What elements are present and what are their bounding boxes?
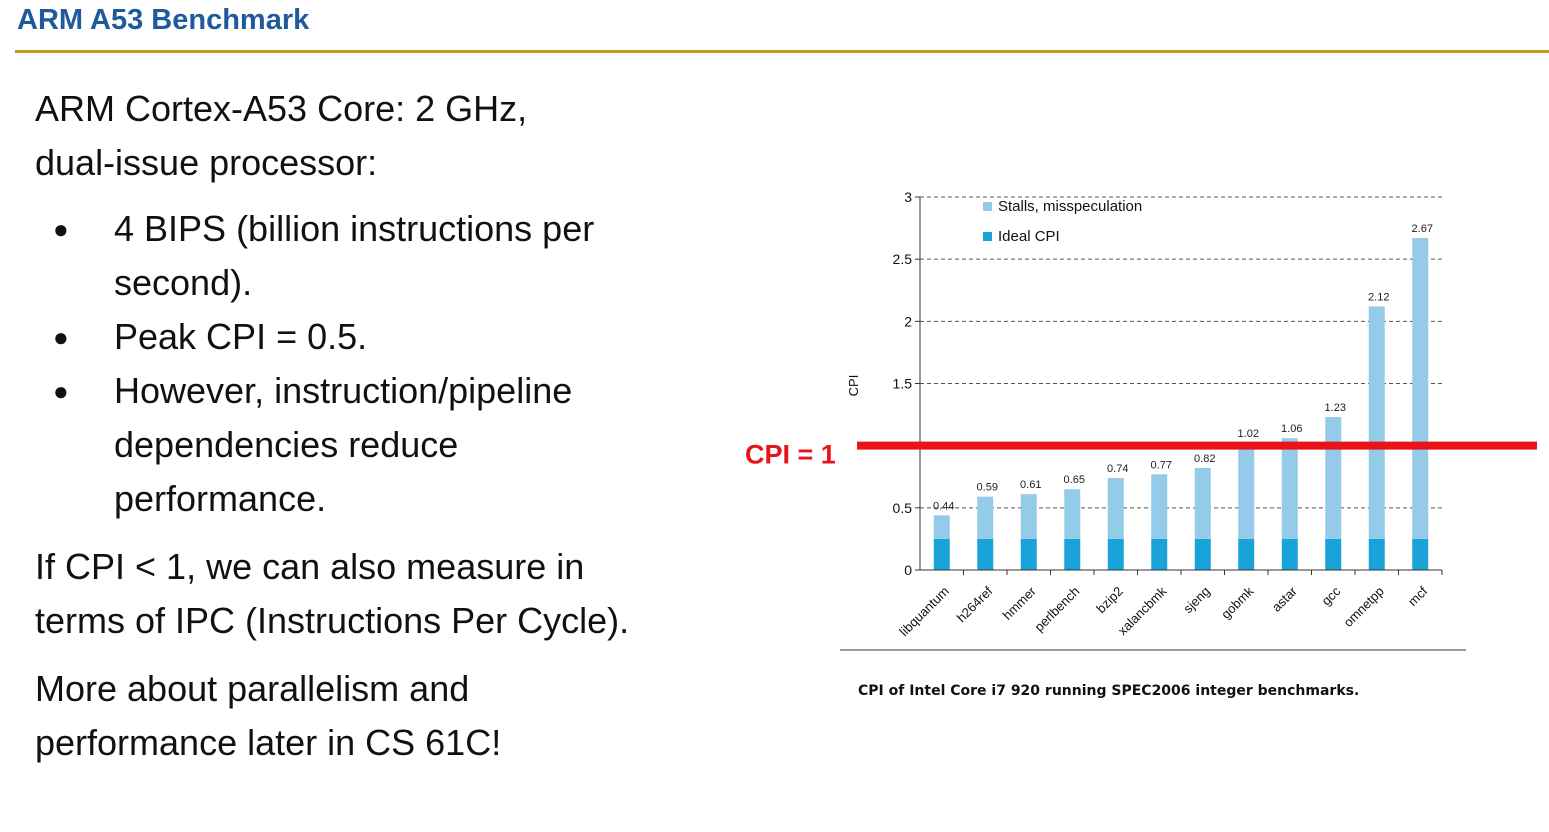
- axis-layer: [840, 196, 1466, 651]
- ipc-line: terms of IPC (Instructions Per Cycle).: [35, 600, 630, 641]
- bar-ideal-cpi: [1194, 538, 1211, 570]
- cpi-bar-chart: 0 0.5 1.5 2 2.5 3 CPI 0.44 libquantum 0.59 h264ref…: [745, 189, 1537, 699]
- bar-stalls: [1194, 468, 1211, 539]
- category-label: gobmk: [1218, 583, 1257, 622]
- category-label: mcf: [1405, 583, 1431, 609]
- chart-caption: CPI of Intel Core i7 920 running SPEC200…: [858, 683, 1359, 699]
- bullet-item: ● 4 BIPS (billion instructions per secon…: [35, 202, 735, 310]
- outlook-line: performance later in CS 61C!: [35, 722, 502, 763]
- bar-ideal-cpi: [1412, 538, 1429, 570]
- value-label: 0.82: [1194, 453, 1215, 465]
- y-tick-label: 0: [904, 562, 912, 578]
- legend-layer: Stalls, misspeculation Ideal CPI: [983, 198, 1142, 245]
- category-label: hmmer: [1000, 583, 1040, 623]
- bar-ideal-cpi: [1107, 538, 1124, 570]
- slide-title: ARM A53 Benchmark: [17, 4, 310, 36]
- legend-swatch: [983, 232, 992, 241]
- category-label: h264ref: [954, 583, 996, 625]
- bar-stalls: [933, 515, 950, 539]
- bullet-line: second).: [114, 262, 253, 303]
- value-label: 0.74: [1107, 463, 1128, 475]
- category-label: astar: [1269, 583, 1301, 615]
- bar-stalls: [1238, 443, 1255, 539]
- y-tick-label: 3: [904, 189, 912, 205]
- bar-stalls: [977, 496, 994, 539]
- legend-label: Ideal CPI: [998, 228, 1060, 245]
- cpi-chart: 0 0.5 1.5 2 2.5 3 CPI 0.44 libquantum 0.59 h264ref…: [740, 180, 1540, 720]
- value-label: 0.65: [1064, 474, 1085, 486]
- category-label: gcc: [1318, 583, 1343, 608]
- y-tick-label: 0.5: [893, 500, 913, 516]
- bullet-list: ● 4 BIPS (billion instructions per secon…: [35, 202, 735, 526]
- bar-stalls: [1412, 238, 1429, 539]
- ipc-line: If CPI < 1, we can also measure in: [35, 546, 585, 587]
- legend-swatch: [983, 202, 992, 211]
- bar-ideal-cpi: [933, 538, 950, 570]
- bullet-icon: ●: [53, 214, 69, 244]
- bullet-line: dependencies reduce: [114, 424, 459, 465]
- bar-layer: [933, 238, 1429, 570]
- bullet-line: performance.: [114, 478, 327, 519]
- value-label: 0.59: [977, 482, 998, 494]
- bar-ideal-cpi: [977, 538, 994, 570]
- title-divider: [15, 50, 1549, 53]
- bar-ideal-cpi: [1020, 538, 1037, 570]
- bar-ideal-cpi: [1281, 538, 1298, 570]
- bar-ideal-cpi: [1064, 538, 1081, 570]
- category-label: sjeng: [1180, 584, 1213, 617]
- ipc-paragraph: If CPI < 1, we can also measure in terms…: [35, 540, 735, 648]
- bar-stalls: [1151, 474, 1168, 539]
- intro-line: ARM Cortex-A53 Core: 2 GHz,: [35, 88, 528, 129]
- bar-ideal-cpi: [1151, 538, 1168, 570]
- value-label: 1.23: [1325, 402, 1346, 414]
- outlook-paragraph: More about parallelism and performance l…: [35, 662, 735, 770]
- slide-body: ARM Cortex-A53 Core: 2 GHz, dual-issue p…: [35, 82, 735, 770]
- bar-ideal-cpi: [1238, 538, 1255, 570]
- bullet-line: Peak CPI = 0.5.: [114, 316, 368, 357]
- bullet-item: ● Peak CPI = 0.5.: [35, 310, 735, 364]
- value-label: 0.61: [1020, 479, 1041, 491]
- bar-ideal-cpi: [1368, 538, 1385, 570]
- category-label: bzip2: [1093, 584, 1126, 617]
- cpi-threshold-label: CPI = 1: [745, 440, 836, 470]
- bullet-icon: ●: [53, 322, 69, 352]
- value-label: 2.67: [1412, 223, 1433, 235]
- y-tick-label: 2: [904, 313, 912, 329]
- intro-paragraph: ARM Cortex-A53 Core: 2 GHz, dual-issue p…: [35, 82, 735, 190]
- category-label: perlbench: [1031, 584, 1082, 635]
- bar-stalls: [1325, 417, 1342, 539]
- annotation-layer: CPI = 1: [745, 440, 1537, 470]
- bar-ideal-cpi: [1325, 538, 1342, 570]
- bar-stalls: [1107, 477, 1124, 539]
- value-label: 1.06: [1281, 423, 1302, 435]
- bullet-item: ● However, instruction/pipeline dependen…: [35, 364, 735, 526]
- value-label: 1.02: [1238, 428, 1259, 440]
- bar-stalls: [1064, 489, 1081, 539]
- category-label: omnetpp: [1340, 584, 1386, 630]
- y-tick-label: 2.5: [893, 251, 913, 267]
- y-tick-label: 1.5: [893, 376, 913, 392]
- value-label: 2.12: [1368, 291, 1389, 303]
- bar-stalls: [1368, 306, 1385, 539]
- bar-stalls: [1020, 494, 1037, 539]
- bullet-line: However, instruction/pipeline: [114, 370, 573, 411]
- intro-line: dual-issue processor:: [35, 142, 378, 183]
- value-label: 0.44: [933, 500, 954, 512]
- bullet-line: 4 BIPS (billion instructions per: [114, 208, 595, 249]
- bar-stalls: [1281, 438, 1298, 539]
- bullet-icon: ●: [53, 376, 69, 406]
- outlook-line: More about parallelism and: [35, 668, 470, 709]
- y-axis-label: CPI: [846, 375, 861, 397]
- value-label: 0.77: [1151, 459, 1172, 471]
- category-label: libquantum: [896, 584, 952, 640]
- legend-label: Stalls, misspeculation: [998, 198, 1142, 215]
